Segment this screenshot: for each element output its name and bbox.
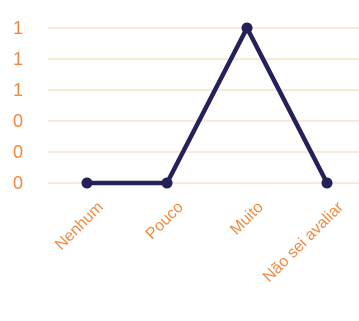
series-line-layer xyxy=(84,25,330,186)
x-category-label: Pouco xyxy=(143,199,187,243)
y-tick-label: 0 xyxy=(13,142,23,162)
data-points xyxy=(81,22,333,189)
y-tick-label: 1 xyxy=(13,49,23,69)
data-point xyxy=(321,177,333,189)
data-point xyxy=(241,22,253,34)
series-line xyxy=(84,25,330,186)
y-tick-label: 0 xyxy=(13,111,23,131)
y-axis-tick-labels: 0 0 0 1 1 1 xyxy=(13,18,23,193)
x-category-label: Muito xyxy=(227,199,267,239)
x-category-label: Nenhum xyxy=(52,199,107,254)
y-tick-label: 1 xyxy=(13,80,23,100)
y-tick-label: 0 xyxy=(13,173,23,193)
x-category-label: Não sei avaliar xyxy=(260,198,347,285)
y-tick-label: 1 xyxy=(13,18,23,38)
data-point xyxy=(81,177,93,189)
grid-lines xyxy=(48,27,359,184)
data-point xyxy=(161,177,173,189)
